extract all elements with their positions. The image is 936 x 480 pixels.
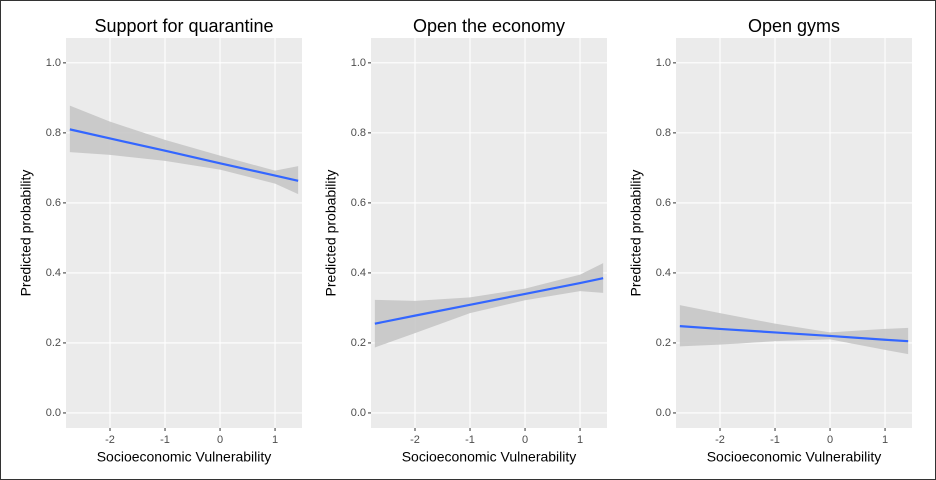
y-tick-label: 0.4 bbox=[46, 267, 61, 279]
x-tick-label: -2 bbox=[410, 434, 420, 446]
fit-line bbox=[679, 325, 909, 343]
x-axis-title: Socioeconomic Vulnerability bbox=[402, 449, 577, 465]
y-tick-label: 0.6 bbox=[46, 197, 61, 209]
y-tick-label: 0.8 bbox=[656, 127, 671, 139]
x-tick-label: 0 bbox=[217, 434, 223, 446]
x-axis-title: Socioeconomic Vulnerability bbox=[707, 449, 882, 465]
x-tick-label: 1 bbox=[577, 434, 583, 446]
panel-background bbox=[371, 38, 607, 428]
y-tick-label: 0.0 bbox=[656, 407, 671, 419]
y-tick-label: 0.0 bbox=[46, 407, 61, 419]
x-tick-label: 1 bbox=[882, 434, 888, 446]
panel-background bbox=[676, 38, 912, 428]
y-tick-label: 0.4 bbox=[656, 267, 671, 279]
fit-line bbox=[374, 277, 604, 325]
x-axis-title: Socioeconomic Vulnerability bbox=[97, 449, 272, 465]
y-axis-title: Predicted probability bbox=[323, 170, 339, 297]
x-tick-label: -2 bbox=[715, 434, 725, 446]
chart-title: Support for quarantine bbox=[94, 16, 273, 36]
y-tick-label: 0.2 bbox=[351, 337, 366, 349]
y-axis-title: Predicted probability bbox=[18, 170, 34, 297]
chart-title: Open gyms bbox=[748, 16, 840, 36]
panel-background bbox=[66, 38, 302, 428]
x-tick-label: -1 bbox=[770, 434, 780, 446]
y-tick-label: 0.6 bbox=[656, 197, 671, 209]
x-tick-label: -1 bbox=[465, 434, 475, 446]
x-tick-label: -2 bbox=[105, 434, 115, 446]
x-tick-label: 1 bbox=[272, 434, 278, 446]
y-tick-label: 1.0 bbox=[351, 57, 366, 69]
x-tick-label: 0 bbox=[827, 434, 833, 446]
y-tick-label: 0.2 bbox=[46, 337, 61, 349]
y-tick-label: 1.0 bbox=[46, 57, 61, 69]
y-tick-label: 0.2 bbox=[656, 337, 671, 349]
y-tick-label: 0.0 bbox=[351, 407, 366, 419]
x-tick-label: -1 bbox=[160, 434, 170, 446]
y-tick-label: 0.4 bbox=[351, 267, 366, 279]
chart-title: Open the economy bbox=[413, 16, 565, 36]
fit-line bbox=[69, 128, 299, 182]
x-tick-label: 0 bbox=[522, 434, 528, 446]
confidence-band bbox=[69, 105, 299, 195]
y-tick-label: 0.8 bbox=[351, 127, 366, 139]
y-axis-title: Predicted probability bbox=[628, 170, 644, 297]
confidence-band bbox=[679, 305, 909, 355]
y-tick-label: 0.8 bbox=[46, 127, 61, 139]
y-tick-label: 1.0 bbox=[656, 57, 671, 69]
confidence-band bbox=[374, 263, 604, 348]
y-tick-label: 0.6 bbox=[351, 197, 366, 209]
